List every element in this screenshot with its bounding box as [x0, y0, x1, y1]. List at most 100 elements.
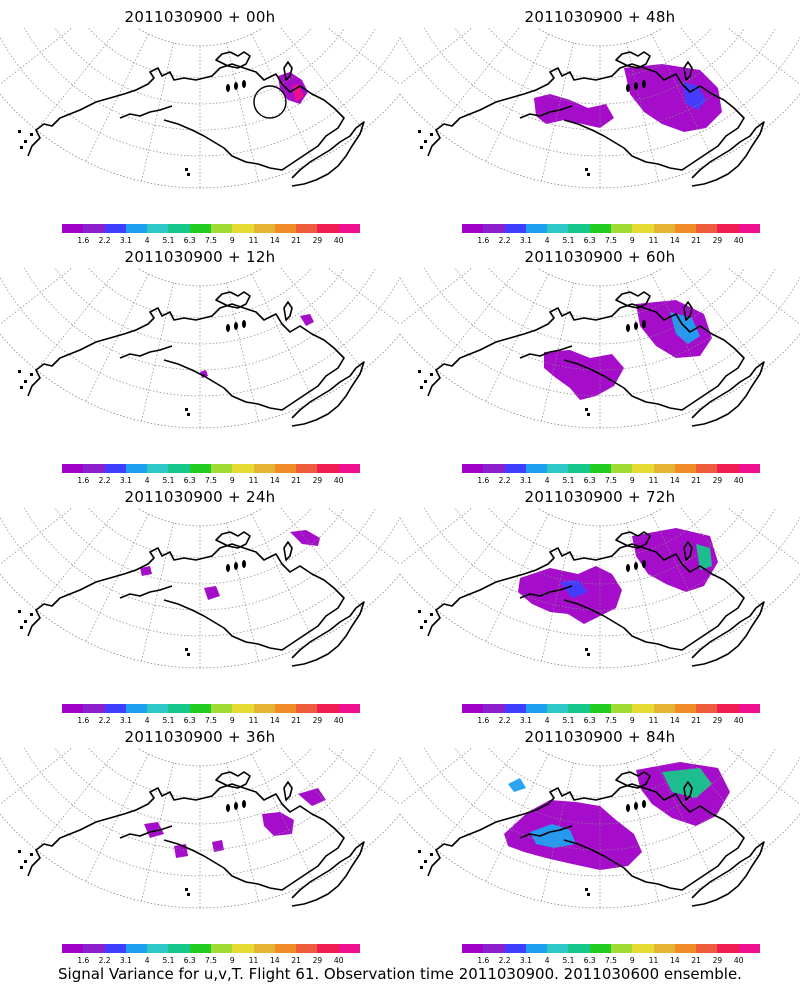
longitude-line: [327, 508, 400, 565]
map-00h: [0, 28, 400, 189]
colorbar-swatch: [104, 464, 126, 473]
colorbar-swatch: [653, 704, 675, 713]
colorbar-swatch: [62, 944, 84, 953]
colorbar-swatch: [504, 224, 526, 233]
colorbar-swatch: [525, 944, 548, 953]
longitude-line: [400, 508, 473, 565]
longitude-line: [707, 508, 800, 518]
coastline: [215, 531, 251, 549]
coastline: [615, 291, 651, 309]
map-top-border: [536, 268, 664, 287]
colorbar-tick-label: 21: [691, 716, 701, 725]
longitude-line: [36, 28, 120, 131]
longitude-line: [400, 268, 473, 325]
colorbar-ticks: 1.6 2.2 3.1 4 5.1 6.3 7.5 9 11 14 21 29 40: [462, 956, 760, 966]
coastline: [519, 345, 573, 359]
longitude-line: [251, 33, 315, 162]
island: [418, 850, 421, 853]
colorbar-tick-label: 1.6: [477, 236, 490, 245]
colorbar-swatch: [610, 704, 633, 713]
map-layers: [0, 28, 400, 189]
lake: [626, 564, 630, 572]
colorbar-tick-label: 7.5: [605, 236, 617, 245]
lake: [234, 562, 238, 570]
colorbar-tick-label: 1.6: [477, 956, 490, 965]
colorbar-swatch: [717, 944, 739, 953]
colorbar-tick-label: 4: [144, 716, 150, 725]
colorbar-tick-label: 5.1: [162, 956, 175, 965]
colorbar-swatch: [696, 704, 718, 713]
island: [30, 133, 33, 136]
longitude-line: [485, 273, 549, 402]
island: [30, 373, 33, 376]
coastline: [27, 303, 345, 411]
coastline: [215, 291, 251, 309]
colorbar-swatch: [296, 944, 318, 953]
colorbar-ticks: 1.6 2.2 3.1 4 5.1 6.3 7.5 9 11 14 21 29 40: [62, 236, 360, 246]
longitude-line: [141, 522, 174, 662]
colorbar-tick-label: 11: [648, 716, 659, 725]
colorbar-tick-label: 29: [712, 956, 723, 965]
colorbar-tick-label: 11: [648, 956, 659, 965]
latitude-line: [0, 36, 400, 157]
colorbar-tick-label: 21: [691, 236, 701, 245]
longitude-line: [626, 522, 659, 662]
longitude-line: [0, 748, 93, 758]
lake: [234, 322, 238, 330]
longitude-line: [485, 753, 549, 882]
colorbar-swatch: [338, 224, 360, 233]
colorbar-swatch: [483, 224, 505, 233]
colorbar: [62, 464, 360, 473]
map-24h: [0, 508, 400, 669]
lake: [242, 560, 246, 568]
longitude-line: [400, 28, 473, 85]
coastline: [691, 121, 765, 187]
colorbar-tick-label: 6.3: [583, 956, 596, 965]
coastline: [683, 61, 693, 81]
longitude-line: [85, 273, 149, 402]
colorbar-swatch: [338, 944, 360, 953]
colorbar-tick-label: 7.5: [605, 716, 617, 725]
coastline: [615, 531, 651, 549]
colorbar-tick-label: 4: [544, 716, 550, 725]
map-60h: [400, 268, 800, 429]
colorbar-tick-label: 1.6: [77, 236, 90, 245]
figure-caption: Signal Variance for u,v,T. Flight 61. Ob…: [58, 965, 742, 983]
colorbar-tick-label: 21: [691, 476, 701, 485]
latitude-line: [487, 268, 713, 319]
longitude-line: [651, 33, 715, 162]
colorbar-tick-label: 7.5: [205, 476, 217, 485]
colorbar-swatch: [296, 464, 318, 473]
colorbar-swatch: [147, 944, 169, 953]
colorbar-tick-label: 40: [733, 956, 744, 965]
latitude-line: [87, 748, 313, 799]
island: [30, 613, 33, 616]
latitude-line: [400, 276, 800, 397]
map-top-border: [536, 508, 664, 527]
colorbar-swatch: [62, 464, 84, 473]
observation-circle: [253, 85, 287, 119]
longitude-line: [541, 522, 574, 662]
longitude-line: [626, 282, 659, 422]
latitude-line: [424, 748, 776, 851]
coastline: [427, 63, 745, 171]
colorbar-swatch: [589, 464, 611, 473]
longitude-line: [727, 28, 800, 85]
island: [18, 130, 21, 133]
colorbar-tick-label: 40: [333, 476, 344, 485]
longitude-line: [0, 508, 73, 565]
longitude-line: [727, 268, 800, 325]
colorbar-tick-label: 6.3: [583, 236, 596, 245]
latitude-line: [487, 748, 713, 799]
colorbar-swatch: [717, 464, 739, 473]
panel-72h: 2011030900 + 72h 1.6 2.2 3.1 4 5.1 6.3 7.5 9 11 1…: [400, 480, 800, 725]
island: [185, 888, 188, 891]
island: [587, 653, 590, 656]
lake: [226, 324, 230, 332]
latitude-line: [24, 268, 376, 371]
coastline: [427, 303, 745, 411]
island: [424, 380, 427, 383]
variance-region: [200, 370, 208, 378]
longitude-line: [400, 28, 493, 38]
latitude-line: [400, 36, 800, 157]
